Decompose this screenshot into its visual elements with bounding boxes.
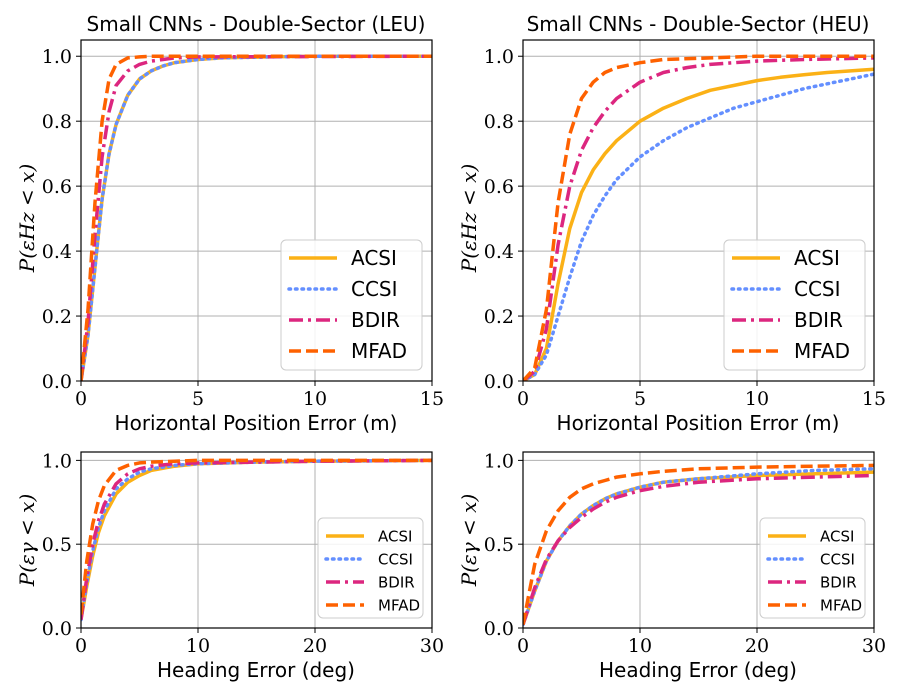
legend-label-acsi: ACSI: [378, 527, 412, 545]
y-tick-label: 1.0: [42, 450, 72, 472]
x-tick-label: 20: [745, 635, 769, 657]
x-tick-label: 10: [745, 388, 769, 410]
y-tick-label: 1.0: [42, 46, 72, 68]
x-tick-label: 0: [75, 635, 87, 657]
series-line-mfad: [81, 458, 432, 615]
axes-frame: [522, 39, 875, 382]
y-tick-label: 1.0: [484, 46, 514, 68]
y-axis-label: P(εγ < x): [15, 494, 39, 588]
y-tick-label: 0.0: [42, 618, 72, 640]
chart-panel-leu-position: Small CNNs - Double-Sector (LEU) 0 5 10 15 0…: [15, 12, 444, 435]
x-axis-label: Heading Error (deg): [157, 658, 355, 682]
legend-label-bdir: BDIR: [820, 573, 857, 591]
y-tick-label: 0.8: [42, 111, 72, 133]
legend-label-mfad: MFAD: [351, 339, 407, 363]
x-tick-label: 15: [862, 388, 886, 410]
x-axis-label: Heading Error (deg): [599, 658, 797, 682]
axes-frame: [522, 451, 875, 629]
y-tick-label: 0.5: [484, 534, 514, 556]
chart-panel-leu-heading: 0 10 20 30 0.0 0.5 1.0 ACSI CCSI BDIR MFAD Heading…: [15, 450, 444, 682]
x-axis-label: Horizontal Position Error (m): [557, 411, 840, 435]
legend: ACSI CCSI BDIR MFAD: [317, 517, 424, 619]
legend-box: [280, 239, 423, 371]
series-line-mfad: [523, 54, 874, 381]
series-line-ccsi: [523, 72, 874, 381]
x-tick-label: 0: [75, 388, 87, 410]
x-tick-label: 5: [192, 388, 204, 410]
x-tick-label: 0: [517, 635, 529, 657]
x-tick-label: 10: [303, 388, 327, 410]
y-tick-label: 0.4: [42, 241, 72, 263]
legend-label-mfad: MFAD: [794, 339, 850, 363]
x-tick-label: 0: [517, 388, 529, 410]
legend-label-bdir: BDIR: [794, 308, 843, 332]
x-tick-label: 30: [862, 635, 886, 657]
legend: ACSI CCSI BDIR MFAD: [280, 239, 423, 371]
legend-label-acsi: ACSI: [351, 246, 397, 270]
legend-label-mfad: MFAD: [820, 596, 862, 614]
y-tick-label: 1.0: [484, 450, 514, 472]
x-tick-label: 5: [634, 388, 646, 410]
legend-label-bdir: BDIR: [378, 573, 415, 591]
legend-box: [759, 517, 866, 619]
series-line-bdir: [81, 54, 432, 381]
x-tick-label: 20: [303, 635, 327, 657]
y-tick-label: 0.6: [42, 176, 72, 198]
series-line-bdir: [523, 56, 874, 381]
chart-title: Small CNNs - Double-Sector (HEU): [527, 12, 870, 36]
legend-label-ccsi: CCSI: [820, 550, 855, 568]
y-tick-label: 0.0: [42, 371, 72, 393]
y-tick-label: 0.2: [42, 306, 72, 328]
y-tick-label: 0.8: [484, 111, 514, 133]
legend-label-ccsi: CCSI: [378, 550, 413, 568]
axes-frame: [80, 451, 433, 629]
y-tick-label: 0.6: [484, 176, 514, 198]
series-line-acsi: [523, 67, 874, 381]
legend: ACSI CCSI BDIR MFAD: [723, 239, 866, 371]
legend: ACSI CCSI BDIR MFAD: [759, 517, 866, 619]
x-tick-label: 30: [420, 635, 444, 657]
y-tick-label: 0.4: [484, 241, 514, 263]
series-line-ccsi: [81, 54, 432, 381]
series-line-bdir: [81, 458, 432, 620]
legend-label-acsi: ACSI: [820, 527, 854, 545]
series-line-mfad: [81, 54, 432, 381]
legend-box: [317, 517, 424, 619]
legend-box: [723, 239, 866, 371]
legend-label-acsi: ACSI: [794, 246, 840, 270]
chart-panel-heu-position: Small CNNs - Double-Sector (HEU) 0 5 10 15 0…: [457, 12, 886, 435]
x-axis-label: Horizontal Position Error (m): [115, 411, 398, 435]
y-axis-label: P(εHz < x): [15, 164, 39, 274]
legend-label-mfad: MFAD: [378, 596, 420, 614]
chart-panel-heu-heading: 0 10 20 30 0.0 0.5 1.0 ACSI CCSI BDIR MFAD Heading…: [457, 450, 886, 682]
x-tick-label: 15: [420, 388, 444, 410]
axes-frame: [80, 39, 433, 382]
y-axis-label: P(εHz < x): [457, 164, 481, 274]
y-tick-label: 0.5: [42, 534, 72, 556]
series-line-mfad: [523, 463, 874, 625]
x-tick-label: 10: [628, 635, 652, 657]
y-tick-label: 0.0: [484, 618, 514, 640]
y-tick-label: 0.0: [484, 371, 514, 393]
y-axis-label: P(εγ < x): [457, 494, 481, 588]
y-tick-label: 0.2: [484, 306, 514, 328]
legend-label-bdir: BDIR: [351, 308, 400, 332]
x-tick-label: 10: [186, 635, 210, 657]
legend-label-ccsi: CCSI: [794, 277, 841, 301]
series-line-ccsi: [523, 467, 874, 627]
chart-title: Small CNNs - Double-Sector (LEU): [87, 12, 426, 36]
legend-label-ccsi: CCSI: [351, 277, 398, 301]
